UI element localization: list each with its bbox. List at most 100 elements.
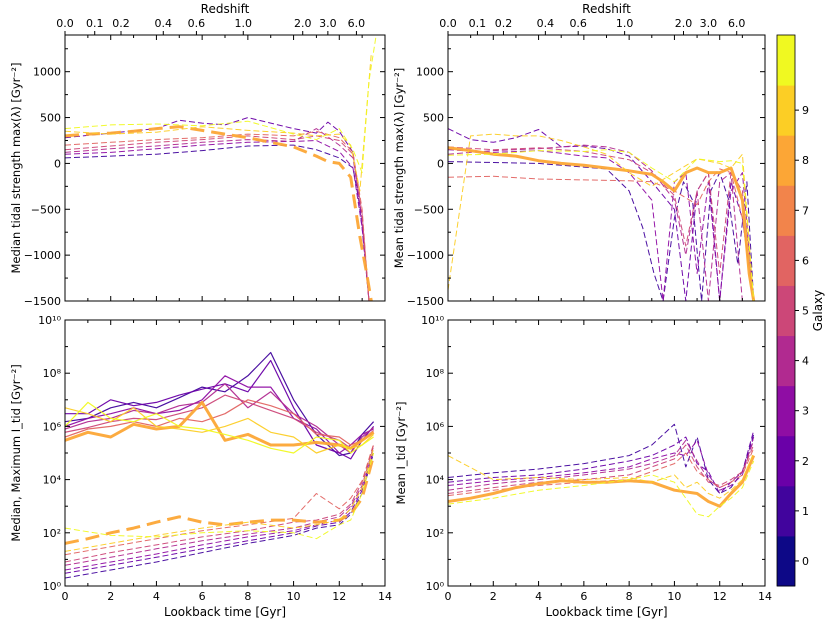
y-tick-label: 10⁴ bbox=[43, 474, 62, 487]
series-line-galaxy-8 bbox=[448, 452, 755, 499]
redshift-tick-label: 0.2 bbox=[495, 17, 513, 30]
colorbar-segment bbox=[777, 535, 795, 587]
panel-top-left: −1500 −1000 −500 0 500 1000 Median tidal stren… bbox=[9, 2, 386, 308]
series-line-galaxy-7-median bbox=[65, 455, 376, 545]
x-tick-label: 10 bbox=[667, 590, 681, 603]
series-line-galaxy-5 bbox=[65, 130, 370, 301]
series-line-galaxy-0-maximum bbox=[65, 351, 375, 457]
y-tick-label: 500 bbox=[423, 112, 444, 125]
y-tick-label: 10² bbox=[43, 527, 61, 540]
redshift-tick-label: 6.0 bbox=[348, 17, 366, 30]
series-line-galaxy-7-maximum bbox=[65, 400, 375, 450]
y-tick-label: 500 bbox=[40, 112, 61, 125]
series-line-galaxy-5-maximum bbox=[65, 399, 374, 446]
y-tick-label: −1000 bbox=[24, 249, 61, 262]
series-line-galaxy-0 bbox=[448, 161, 755, 301]
series-line-galaxy-5 bbox=[448, 448, 755, 497]
redshift-tick-label: 0.6 bbox=[188, 17, 206, 30]
y-tick-label: 10¹⁰ bbox=[38, 314, 61, 327]
redshift-tick-label: 0.1 bbox=[86, 17, 104, 30]
y-axis-label: Median tidal strength max(λ) [Gyr⁻²] bbox=[9, 62, 23, 273]
series-line-galaxy-2 bbox=[65, 140, 370, 301]
colorbar-tick-label: 6 bbox=[802, 254, 809, 267]
colorbar-segment bbox=[777, 235, 795, 286]
y-tick-label: 1000 bbox=[416, 66, 444, 79]
series-line-galaxy-4 bbox=[448, 444, 755, 494]
series-group bbox=[448, 423, 756, 518]
x-tick-label: 2 bbox=[490, 590, 497, 603]
series-group bbox=[65, 351, 376, 579]
series-line-galaxy-3 bbox=[65, 128, 370, 301]
series-line-galaxy-5-median bbox=[65, 443, 375, 556]
series-line-galaxy-1 bbox=[448, 430, 755, 494]
redshift-tick-label: 2.0 bbox=[294, 17, 312, 30]
colorbar-label: Galaxy bbox=[811, 290, 825, 332]
colorbar-tick-label: 4 bbox=[802, 355, 809, 368]
y-tick-label: 10⁴ bbox=[426, 474, 445, 487]
redshift-tick-label: 0.1 bbox=[469, 17, 487, 30]
x-tick-label: 8 bbox=[626, 590, 633, 603]
colorbar-segment bbox=[777, 35, 795, 86]
x-axis-label: Lookback time [Gyr] bbox=[164, 605, 286, 619]
y-tick-label: 10⁰ bbox=[426, 580, 445, 593]
colorbar-segment bbox=[777, 335, 795, 387]
series-line-galaxy-7 bbox=[448, 146, 756, 301]
y-axis-label: Median, Maximum I_tid [Gyr⁻²] bbox=[9, 364, 23, 541]
x-tick-label: 0 bbox=[445, 590, 452, 603]
redshift-tick-label: 1.0 bbox=[616, 17, 634, 30]
series-line-galaxy-7 bbox=[65, 125, 373, 301]
series-line-galaxy-1 bbox=[448, 128, 755, 301]
x-tick-label: 6 bbox=[580, 590, 587, 603]
y-axis-label: Mean I_tid [Gyr⁻²] bbox=[394, 402, 408, 505]
series-line-galaxy-1 bbox=[65, 117, 370, 301]
colorbar-tick-label: 0 bbox=[802, 555, 809, 568]
colorbar-segment bbox=[777, 185, 795, 236]
colorbar-segment bbox=[777, 385, 795, 437]
x-tick-label: 2 bbox=[107, 590, 114, 603]
y-tick-label: 10⁸ bbox=[43, 367, 62, 380]
x-tick-label: 4 bbox=[535, 590, 542, 603]
x-tick-label: 4 bbox=[153, 590, 160, 603]
series-line-galaxy-8-median bbox=[65, 448, 375, 552]
series-line-galaxy-7 bbox=[448, 455, 756, 508]
y-tick-label: 10⁸ bbox=[426, 367, 445, 380]
series-line-galaxy-2-median bbox=[65, 448, 375, 571]
x-tick-label: 14 bbox=[378, 590, 392, 603]
x-tick-label: 10 bbox=[287, 590, 301, 603]
colorbar-tick-label: 5 bbox=[802, 305, 809, 318]
y-tick-label: 10⁶ bbox=[426, 420, 445, 433]
colorbar-tick-label: 9 bbox=[802, 104, 809, 117]
x-tick-label: 8 bbox=[244, 590, 251, 603]
y-tick-label: 10² bbox=[426, 527, 444, 540]
y-tick-label: 0 bbox=[437, 157, 444, 170]
series-line-galaxy-9-maximum bbox=[65, 401, 374, 454]
y-tick-label: −1000 bbox=[407, 249, 444, 262]
x-axis-label: Lookback time [Gyr] bbox=[545, 605, 667, 619]
series-line-galaxy-8 bbox=[65, 53, 372, 192]
redshift-tick-label: 0.4 bbox=[537, 17, 555, 30]
colorbar-tick-label: 3 bbox=[802, 405, 809, 418]
series-line-galaxy-1-maximum bbox=[65, 359, 375, 460]
redshift-tick-label: 0.4 bbox=[155, 17, 173, 30]
redshift-tick-label: 2.0 bbox=[675, 17, 693, 30]
series-line-galaxy-3-median bbox=[65, 446, 375, 566]
redshift-axis-label: Redshift bbox=[582, 2, 631, 16]
x-tick-label: 12 bbox=[332, 590, 346, 603]
colorbar-segment bbox=[777, 435, 795, 487]
colorbar-tick-label: 1 bbox=[802, 505, 809, 518]
y-tick-label: 10¹⁰ bbox=[421, 314, 444, 327]
redshift-tick-label: 6.0 bbox=[728, 17, 746, 30]
series-group bbox=[65, 36, 377, 301]
series-line-galaxy-9 bbox=[65, 36, 377, 174]
series-line-galaxy-9-median bbox=[65, 452, 375, 540]
series-line-galaxy-3 bbox=[448, 144, 754, 301]
colorbar-segment bbox=[777, 485, 795, 537]
series-group bbox=[448, 128, 756, 301]
redshift-tick-label: 0.0 bbox=[56, 17, 74, 30]
redshift-tick-label: 0.2 bbox=[112, 17, 130, 30]
y-tick-label: 0 bbox=[54, 157, 61, 170]
x-tick-label: 12 bbox=[713, 590, 727, 603]
x-tick-label: 14 bbox=[758, 590, 772, 603]
